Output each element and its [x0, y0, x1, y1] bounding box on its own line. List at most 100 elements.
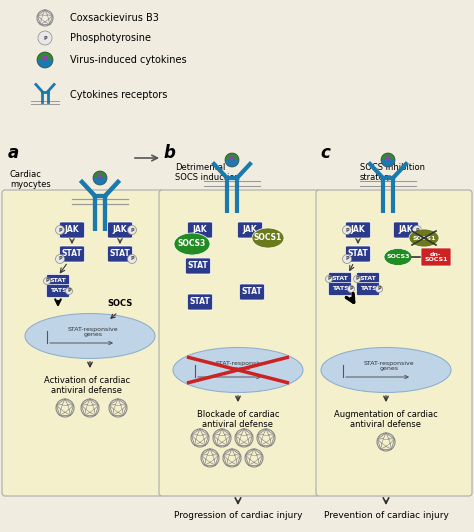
Text: STAT: STAT: [109, 250, 130, 259]
FancyBboxPatch shape: [108, 246, 133, 262]
Text: JAK: JAK: [113, 226, 128, 235]
Text: TATS: TATS: [360, 287, 376, 292]
Text: STAT: STAT: [360, 277, 376, 281]
Text: P: P: [58, 256, 62, 262]
Text: SOCS: SOCS: [108, 299, 133, 308]
Circle shape: [385, 156, 391, 161]
Circle shape: [326, 276, 332, 282]
Text: JAK: JAK: [193, 226, 207, 235]
Text: a: a: [8, 144, 19, 162]
Circle shape: [42, 55, 48, 61]
Ellipse shape: [384, 248, 412, 265]
Text: STAT: STAT: [62, 250, 82, 259]
Text: Cytokines receptors: Cytokines receptors: [70, 90, 167, 100]
Text: TATS: TATS: [50, 288, 66, 294]
Text: P: P: [377, 287, 381, 292]
FancyBboxPatch shape: [346, 246, 371, 262]
FancyBboxPatch shape: [328, 282, 352, 295]
Circle shape: [381, 153, 395, 167]
Text: c: c: [320, 144, 330, 162]
FancyBboxPatch shape: [2, 190, 163, 496]
Text: JAK: JAK: [351, 226, 365, 235]
Text: Progression of cardiac injury: Progression of cardiac injury: [174, 511, 302, 520]
FancyBboxPatch shape: [239, 284, 264, 300]
FancyBboxPatch shape: [159, 190, 320, 496]
Text: SOCS3: SOCS3: [386, 254, 410, 260]
Text: JAK: JAK: [243, 226, 257, 235]
Text: JAK: JAK: [64, 226, 79, 235]
FancyBboxPatch shape: [188, 294, 212, 310]
Text: P: P: [355, 277, 359, 281]
FancyBboxPatch shape: [108, 222, 133, 238]
Text: Blockade of cardiac
antiviral defense: Blockade of cardiac antiviral defense: [197, 410, 279, 429]
Circle shape: [347, 286, 355, 293]
Text: P: P: [349, 287, 353, 292]
Text: STAT-responsive
genes: STAT-responsive genes: [364, 361, 414, 371]
Circle shape: [128, 254, 137, 263]
Text: Phosphotyrosine: Phosphotyrosine: [70, 33, 151, 43]
Text: dn-
SOCS1: dn- SOCS1: [424, 252, 448, 262]
Ellipse shape: [173, 347, 303, 393]
Text: P: P: [45, 278, 49, 284]
Circle shape: [128, 226, 137, 235]
FancyBboxPatch shape: [421, 248, 451, 266]
FancyBboxPatch shape: [60, 246, 84, 262]
FancyBboxPatch shape: [356, 272, 380, 286]
Text: STAT-responsive
genes: STAT-responsive genes: [68, 327, 118, 337]
Text: JAK: JAK: [399, 226, 413, 235]
Circle shape: [38, 31, 52, 45]
Text: Augmentation of cardiac
antiviral defense: Augmentation of cardiac antiviral defens…: [334, 410, 438, 429]
Text: b: b: [163, 144, 175, 162]
Ellipse shape: [321, 347, 451, 393]
FancyBboxPatch shape: [60, 222, 84, 238]
Text: P: P: [67, 288, 71, 294]
Text: P: P: [58, 228, 62, 232]
FancyBboxPatch shape: [393, 222, 419, 238]
FancyBboxPatch shape: [46, 285, 70, 297]
Circle shape: [55, 254, 64, 263]
Circle shape: [412, 226, 421, 235]
Text: STAT: STAT: [242, 287, 263, 296]
Circle shape: [44, 278, 51, 285]
Ellipse shape: [25, 313, 155, 359]
Text: P: P: [345, 228, 349, 232]
Text: Virus-induced cytokines: Virus-induced cytokines: [70, 55, 187, 65]
Text: Coxsackievirus B3: Coxsackievirus B3: [70, 13, 159, 23]
Circle shape: [93, 171, 107, 185]
Text: Prevention of cardiac injury: Prevention of cardiac injury: [324, 511, 448, 520]
Ellipse shape: [409, 229, 439, 247]
Text: TATS: TATS: [332, 287, 348, 292]
Wedge shape: [93, 171, 107, 178]
Text: STAT: STAT: [332, 277, 348, 281]
Text: P: P: [327, 277, 331, 281]
Text: SOCS3: SOCS3: [178, 239, 206, 248]
FancyBboxPatch shape: [185, 258, 210, 274]
FancyBboxPatch shape: [328, 272, 352, 286]
FancyBboxPatch shape: [316, 190, 472, 496]
Text: Activation of cardiac
antiviral defense: Activation of cardiac antiviral defense: [44, 376, 130, 395]
Wedge shape: [37, 52, 53, 60]
Text: SOCS inhibition
strategy: SOCS inhibition strategy: [360, 163, 425, 182]
Text: P: P: [130, 256, 134, 262]
Text: STAT-responsive
genes: STAT-responsive genes: [216, 361, 266, 371]
Text: Detrimental
SOCS induction: Detrimental SOCS induction: [175, 163, 240, 182]
Text: SOCS1: SOCS1: [412, 236, 436, 240]
Text: P: P: [130, 228, 134, 232]
FancyBboxPatch shape: [237, 222, 263, 238]
Circle shape: [98, 174, 102, 179]
Wedge shape: [225, 153, 239, 160]
FancyBboxPatch shape: [46, 275, 70, 287]
Circle shape: [354, 276, 361, 282]
Text: P: P: [43, 36, 47, 40]
FancyBboxPatch shape: [356, 282, 380, 295]
Circle shape: [229, 156, 235, 161]
Text: STAT: STAT: [190, 297, 210, 306]
Wedge shape: [381, 153, 395, 160]
Ellipse shape: [252, 228, 284, 248]
Text: P: P: [415, 228, 419, 232]
FancyBboxPatch shape: [346, 222, 371, 238]
Circle shape: [225, 153, 239, 167]
Circle shape: [37, 52, 53, 68]
Text: STAT: STAT: [50, 278, 66, 284]
Text: STAT: STAT: [347, 250, 368, 259]
